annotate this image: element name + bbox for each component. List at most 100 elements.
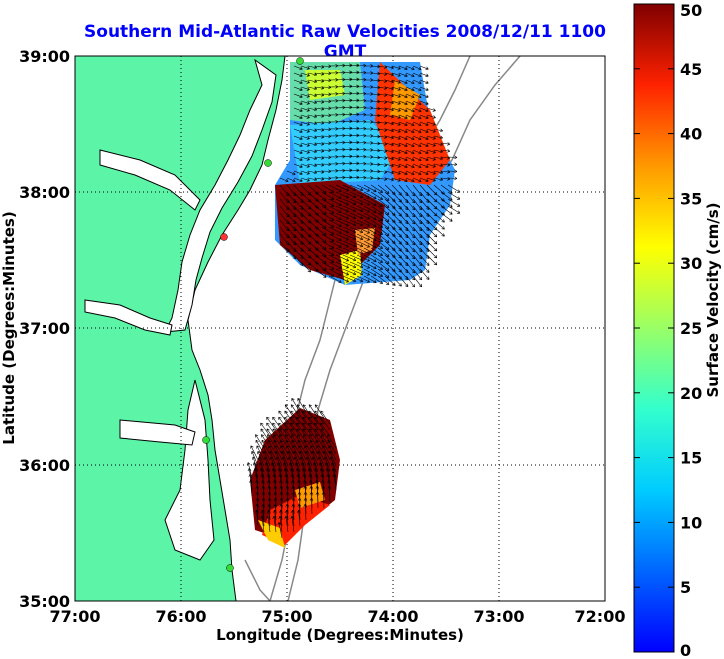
velocity-arrow: [321, 240, 335, 249]
colorbar-tick-label: 15: [680, 449, 702, 468]
velocity-arrow: [426, 149, 436, 154]
velocity-arrow: [335, 254, 349, 262]
velocity-arrow: [296, 410, 307, 425]
velocity-arrow: [419, 121, 429, 126]
velocity-arrow: [302, 410, 313, 425]
velocity-arrow: [255, 434, 265, 449]
velocity-arrow: [309, 497, 314, 515]
velocity-arrow: [321, 434, 331, 449]
velocity-arrow: [370, 254, 383, 263]
velocity-arrow: [384, 100, 394, 105]
y-axis-label: Latitude (Degrees:Minutes): [0, 211, 18, 444]
velocity-arrow: [328, 184, 342, 192]
velocity-arrow: [286, 177, 296, 183]
velocity-arrow: [377, 100, 388, 104]
colorbar-label: Surface Velocity (cm/s): [704, 202, 722, 397]
velocity-arrow: [320, 416, 331, 431]
velocity-arrow: [255, 503, 260, 521]
velocity-arrow: [267, 503, 272, 521]
velocity-arrow: [296, 422, 307, 437]
velocity-arrow: [426, 170, 436, 175]
velocity-arrow: [377, 114, 388, 118]
velocity-arrow: [426, 254, 438, 266]
velocity-arrow: [356, 240, 370, 248]
velocity-arrow: [370, 240, 383, 249]
velocity-arrow: [433, 226, 445, 237]
velocity-arrow: [419, 149, 429, 154]
velocity-arrow: [335, 275, 349, 283]
velocity-arrow: [412, 128, 422, 134]
velocity-arrow: [433, 219, 445, 230]
velocity-arrow: [266, 428, 277, 443]
velocity-arrow: [405, 177, 415, 183]
velocity-arrow: [349, 205, 364, 213]
velocity-arrow: [405, 135, 415, 141]
velocity-arrow: [274, 445, 283, 461]
velocity-arrow: [314, 170, 325, 174]
velocity-arrow: [291, 497, 296, 515]
velocity-arrow: [405, 142, 415, 148]
velocity-arrow: [314, 156, 325, 160]
velocity-arrow: [405, 93, 415, 99]
velocity-arrow: [327, 485, 332, 503]
velocity-arrow: [377, 79, 388, 83]
velocity-arrow: [398, 72, 408, 78]
velocity-arrow: [300, 156, 310, 161]
velocity-arrow: [349, 226, 364, 234]
velocity-arrow: [302, 428, 313, 443]
velocity-arrow: [314, 107, 325, 111]
velocity-arrow: [285, 439, 295, 455]
velocity-arrow: [349, 198, 364, 206]
velocity-arrow: [300, 163, 310, 168]
velocity-arrow: [342, 205, 357, 213]
velocity-arrow: [310, 445, 319, 461]
velocity-arrow: [426, 247, 438, 259]
velocity-arrow: [321, 184, 335, 193]
velocity-arrow: [412, 72, 422, 78]
velocity-arrow: [384, 128, 394, 133]
velocity-arrow: [349, 219, 364, 227]
velocity-arrow: [328, 198, 342, 206]
velocity-arrow: [314, 72, 325, 76]
velocity-arrow: [328, 191, 342, 199]
velocity-arrow: [278, 416, 289, 431]
velocity-arrow: [426, 121, 436, 126]
velocity-arrow: [293, 128, 303, 133]
velocity-arrow: [300, 114, 310, 119]
velocity-arrow: [426, 128, 436, 133]
velocity-arrow: [405, 149, 415, 155]
velocity-arrow: [377, 107, 388, 111]
velocity-arrow: [306, 456, 313, 473]
velocity-arrow: [356, 226, 370, 234]
velocity-arrow: [419, 156, 429, 161]
velocity-arrow: [342, 275, 357, 283]
velocity-arrow: [412, 170, 422, 176]
x-tick-labels: 77:00 76:00 75:00 74:00 73:00 72:00: [50, 607, 626, 626]
velocity-arrow: [363, 268, 377, 277]
velocity-arrow: [363, 198, 377, 207]
velocity-arrow: [412, 275, 423, 288]
velocity-arrow: [290, 416, 301, 431]
velocity-arrow: [335, 268, 349, 276]
velocity-arrow: [291, 439, 301, 455]
velocity-arrow: [273, 503, 278, 521]
velocity-arrow: [335, 212, 349, 220]
velocity-arrow: [419, 163, 429, 168]
velocity-arrow: [290, 515, 295, 533]
velocity-arrow: [356, 268, 370, 276]
velocity-arrow: [284, 416, 295, 431]
velocity-arrow: [419, 261, 430, 273]
colorbar-tick-label: 25: [680, 319, 702, 338]
velocity-arrow: [273, 439, 283, 455]
velocity-arrow: [258, 456, 265, 473]
velocity-arrow: [356, 254, 370, 262]
velocity-arrow: [412, 268, 423, 281]
velocity-arrow: [398, 170, 408, 176]
velocity-arrow: [391, 142, 401, 147]
velocity-arrow: [285, 434, 295, 449]
velocity-arrow: [370, 261, 383, 270]
velocity-arrow: [440, 142, 451, 146]
velocity-arrow: [279, 503, 284, 521]
hf-radar-stations: [202, 57, 304, 572]
velocity-arrow: [328, 226, 342, 234]
